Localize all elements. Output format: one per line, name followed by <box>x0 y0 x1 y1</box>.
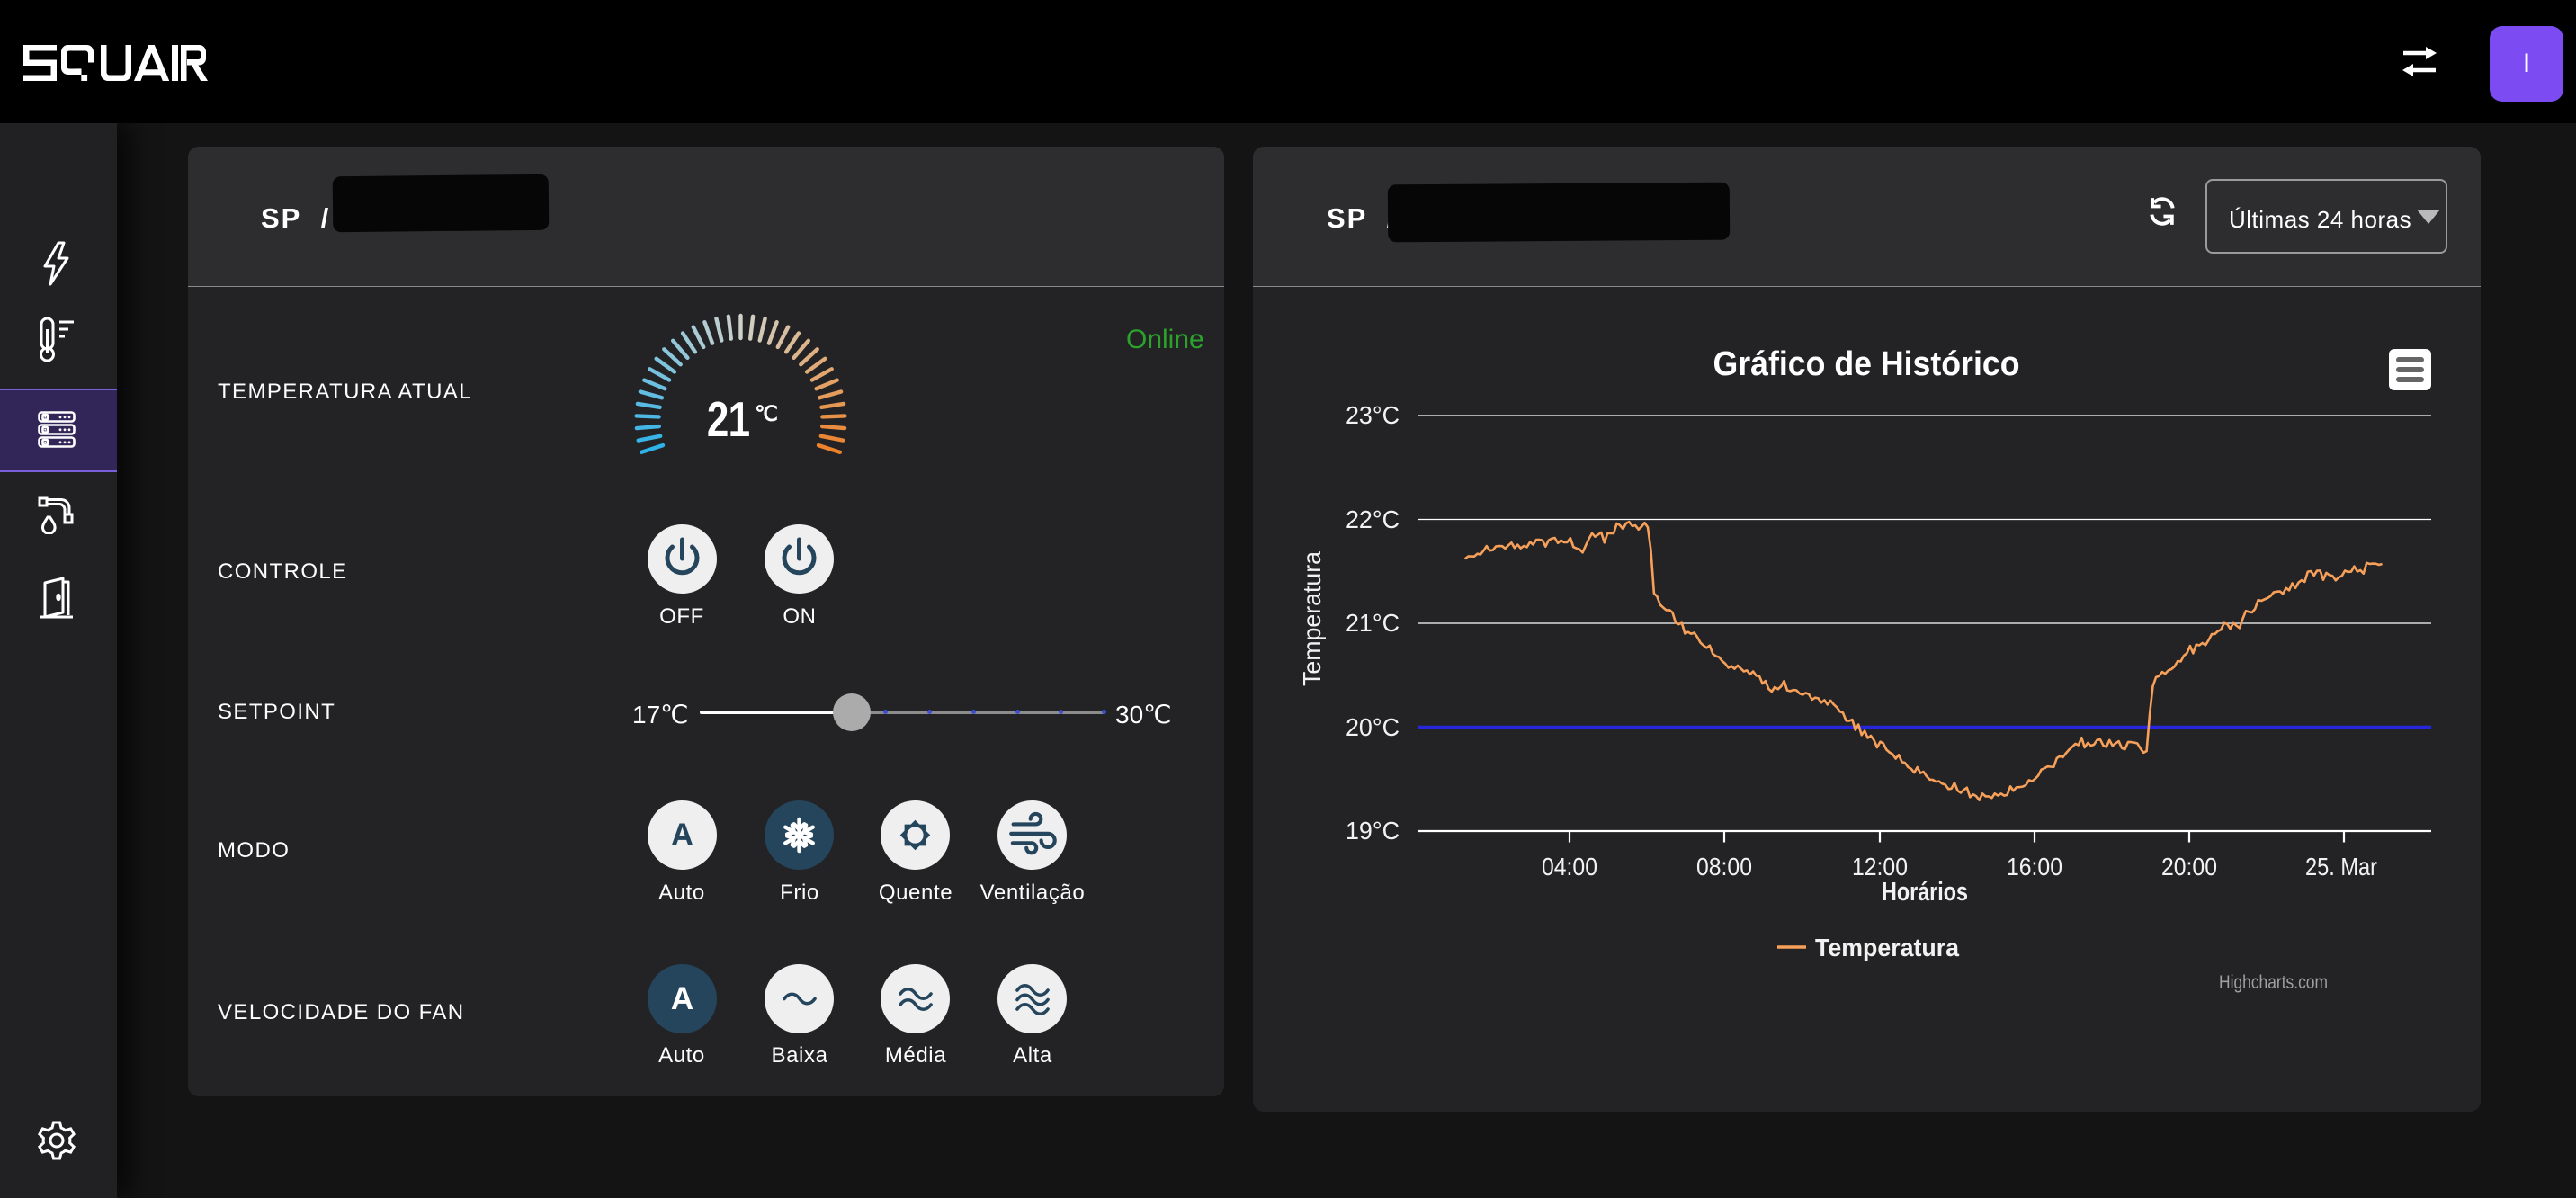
svg-text:04:00: 04:00 <box>1542 853 1597 881</box>
svg-text:25. Mar: 25. Mar <box>2305 853 2377 881</box>
svg-text:22°C: 22°C <box>1346 505 1400 533</box>
svg-text:Horários: Horários <box>1882 878 1968 907</box>
svg-text:Highcharts.com: Highcharts.com <box>2219 972 2328 993</box>
svg-text:Gráfico de Histórico: Gráfico de Histórico <box>1713 345 2020 383</box>
svg-text:Temperatura: Temperatura <box>1815 934 1959 961</box>
svg-text:19°C: 19°C <box>1346 817 1400 845</box>
svg-text:12:00: 12:00 <box>1852 853 1908 881</box>
svg-text:08:00: 08:00 <box>1696 853 1752 881</box>
svg-text:Temperatura: Temperatura <box>1298 551 1326 686</box>
svg-text:16:00: 16:00 <box>2007 853 2062 881</box>
svg-text:21°C: 21°C <box>1346 609 1400 637</box>
svg-text:23°C: 23°C <box>1346 401 1400 429</box>
svg-text:20°C: 20°C <box>1346 713 1400 741</box>
svg-text:20:00: 20:00 <box>2161 853 2217 881</box>
